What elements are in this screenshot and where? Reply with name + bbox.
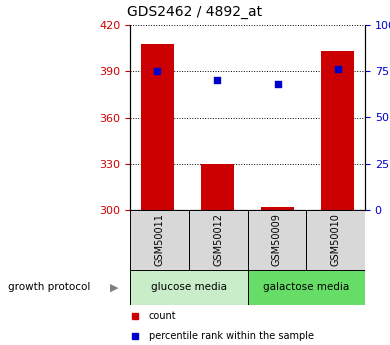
Bar [261,207,294,210]
Text: glucose media: glucose media [151,283,227,293]
Bar [141,43,174,210]
Bar [248,270,365,305]
Bar [306,210,365,270]
Point [214,78,220,83]
Text: ▶: ▶ [110,283,119,293]
Text: GSM50012: GSM50012 [213,214,223,266]
Point [154,69,160,74]
Text: galactose media: galactose media [263,283,349,293]
Bar [189,210,248,270]
Bar [201,164,234,210]
Point [275,81,281,87]
Text: GSM50010: GSM50010 [331,214,340,266]
Text: GSM50011: GSM50011 [154,214,164,266]
Text: GDS2462 / 4892_at: GDS2462 / 4892_at [128,5,262,19]
Text: count: count [149,311,176,321]
Text: GSM50009: GSM50009 [272,214,282,266]
Point [335,67,341,72]
Text: growth protocol: growth protocol [8,283,90,293]
Bar [130,270,248,305]
Bar [321,51,355,210]
Text: percentile rank within the sample: percentile rank within the sample [149,331,314,341]
Bar [248,210,306,270]
Bar [130,210,189,270]
